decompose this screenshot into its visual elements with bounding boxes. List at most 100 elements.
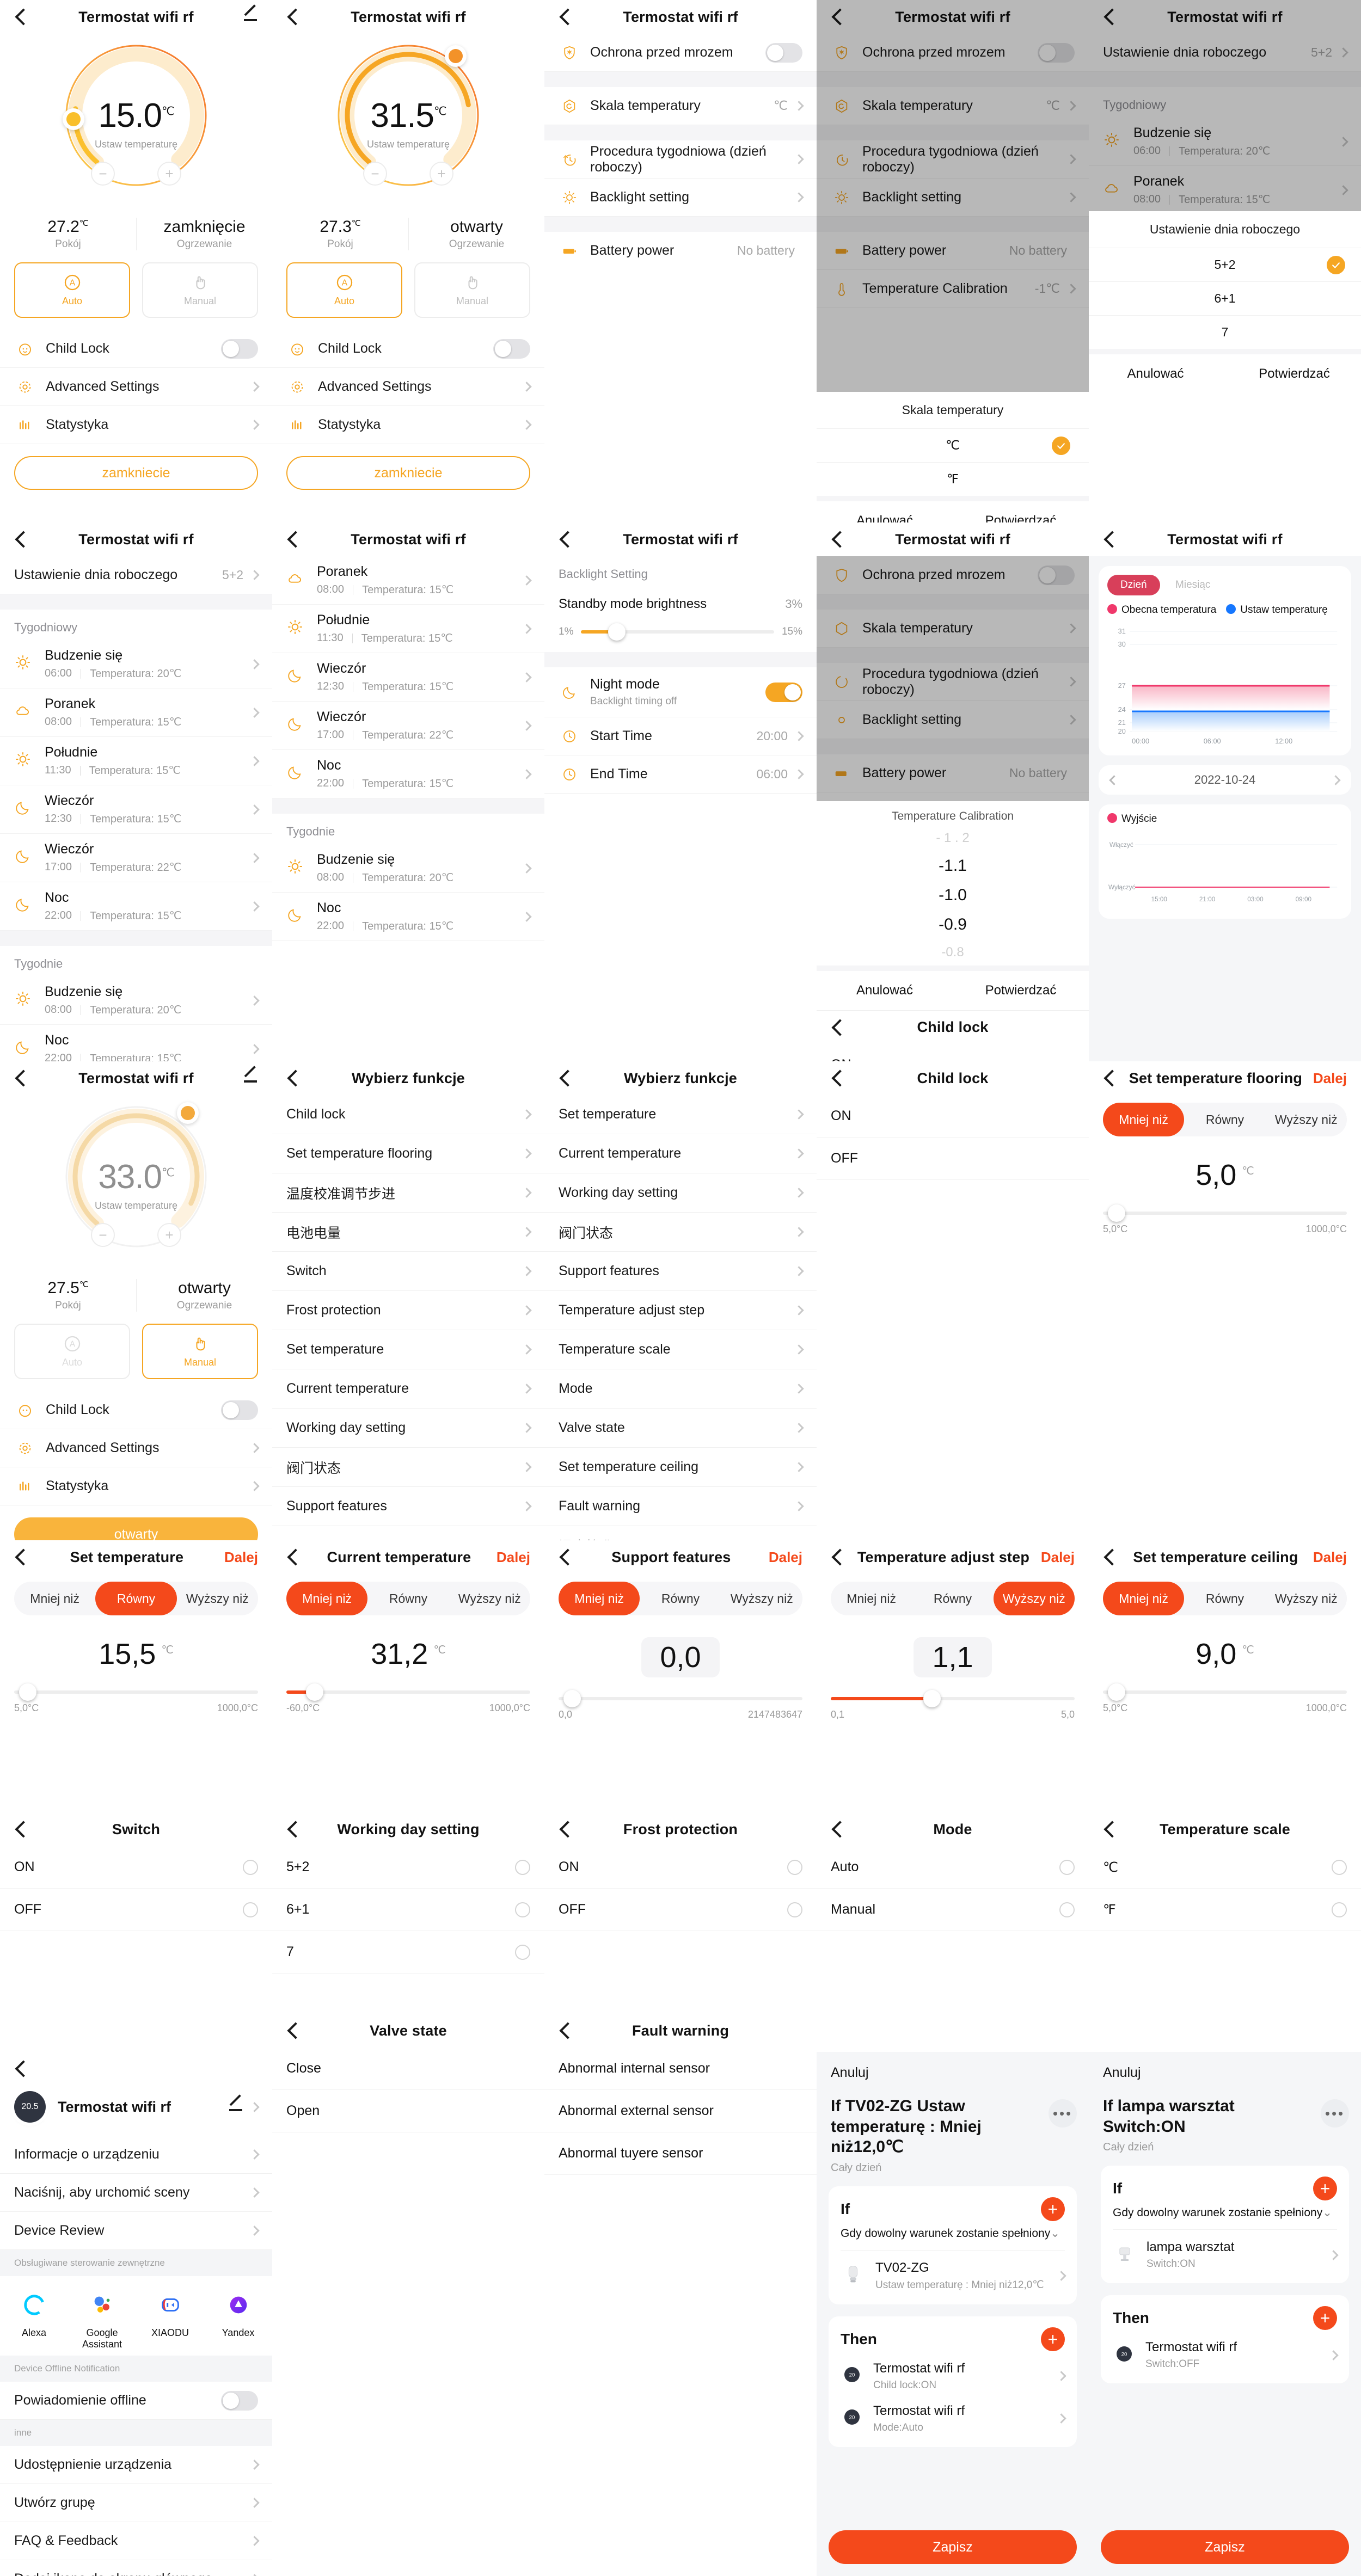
schedule-item[interactable]: Południe 11:30 Temperatura: 15℃ <box>272 605 544 653</box>
row-faq[interactable]: FAQ & Feedback <box>0 2522 272 2560</box>
mode-manual[interactable]: Manual <box>142 262 258 318</box>
plus-icon[interactable]: + <box>1313 2177 1337 2200</box>
action-row[interactable]: 20 Termostat wifi rf Switch:OFF <box>1113 2330 1339 2372</box>
brand-google-assistant[interactable]: Google Assistant <box>68 2288 136 2350</box>
row-start-time[interactable]: Start Time 20:00 <box>544 717 817 755</box>
cancel-button[interactable]: Anulować <box>1127 366 1184 381</box>
function-row[interactable]: Support features <box>544 1252 817 1291</box>
option-celsius[interactable]: ℃ <box>1089 1846 1361 1889</box>
option-5plus2[interactable]: 5+2 <box>1089 248 1361 281</box>
option-off[interactable]: OFF <box>544 1889 817 1931</box>
comparator-equal[interactable]: Równy <box>661 1591 700 1606</box>
schedule-item[interactable]: Wieczór 17:00 Temperatura: 22℃ <box>0 834 272 882</box>
child-lock-toggle[interactable] <box>221 1400 258 1420</box>
schedule-item[interactable]: Noc 22:00 Temperatura: 15℃ <box>0 882 272 931</box>
option-internal-sensor[interactable]: Abnormal internal sensor <box>544 2048 817 2090</box>
row-frost-protection[interactable]: Ochrona przed mrozem <box>817 34 1089 72</box>
row-create-group[interactable]: Utwórz grupę <box>0 2484 272 2522</box>
picker-value[interactable]: -0.9 <box>939 915 967 933</box>
option-off[interactable]: OFF <box>817 1138 1089 1180</box>
comparator-less[interactable]: Mniej niż <box>1103 1582 1185 1615</box>
row-advanced-settings[interactable]: Advanced Settings <box>272 368 544 406</box>
function-row[interactable]: Support features <box>272 1487 544 1526</box>
confirm-button[interactable]: Potwierdzać <box>985 513 1057 522</box>
increase-button[interactable]: + <box>430 162 453 186</box>
function-row[interactable]: Mode <box>544 1369 817 1409</box>
row-child-lock[interactable]: Child Lock <box>0 330 272 368</box>
mode-auto[interactable]: A Auto <box>14 262 130 318</box>
value-slider[interactable] <box>1103 1204 1347 1222</box>
radio-icon[interactable] <box>515 1859 530 1875</box>
row-temperature-scale[interactable]: Skala temperatury ℃ <box>544 87 817 125</box>
radio-icon[interactable] <box>515 1944 530 1960</box>
tab-month[interactable]: Miesiąc <box>1175 579 1211 591</box>
function-row[interactable]: Fault warning <box>544 1487 817 1526</box>
brand-xiaodu[interactable]: XIAODU <box>136 2288 204 2350</box>
mode-manual[interactable]: Manual <box>142 1324 258 1379</box>
function-row[interactable]: Valve state <box>544 1409 817 1448</box>
comparator-equal[interactable]: Równy <box>389 1591 428 1606</box>
function-row[interactable]: Switch <box>272 1252 544 1291</box>
option-tuyere-sensor[interactable]: Abnormal tuyere sensor <box>544 2132 817 2175</box>
row-temperature-calibration[interactable]: Temperature Calibration -1℃ <box>817 270 1089 308</box>
comparator-less[interactable]: Mniej niż <box>286 1582 368 1615</box>
plus-icon[interactable]: + <box>1313 2306 1337 2330</box>
mode-auto[interactable]: A Auto <box>14 1324 130 1379</box>
frost-protection-toggle[interactable] <box>765 42 802 63</box>
function-row[interactable]: Working day setting <box>544 1173 817 1213</box>
next-day-icon[interactable] <box>1331 774 1341 785</box>
brand-yandex[interactable]: Yandex <box>204 2288 272 2350</box>
picker-value[interactable]: -1.1 <box>939 857 967 875</box>
option-celsius[interactable]: ℃ <box>817 428 1089 462</box>
option-6plus1[interactable]: 6+1 <box>272 1889 544 1931</box>
function-row[interactable]: Set temperature <box>272 1330 544 1369</box>
plus-icon[interactable]: + <box>1041 2327 1065 2351</box>
row-statistics[interactable]: Statystyka <box>0 406 272 444</box>
pencil-icon[interactable] <box>228 2099 243 2114</box>
save-button[interactable]: Zapisz <box>1101 2530 1349 2564</box>
row-frost-protection[interactable]: Ochrona przed mrozem <box>544 34 817 72</box>
comparator-greater[interactable]: Wyższy niż <box>993 1582 1075 1615</box>
row-device-review[interactable]: Device Review <box>0 2212 272 2250</box>
option-auto[interactable]: Auto <box>817 1846 1089 1889</box>
action-row[interactable]: 20 Termostat wifi rf Child lock:ON <box>841 2351 1066 2394</box>
decrease-button[interactable]: − <box>91 1223 115 1247</box>
option-external-sensor[interactable]: Abnormal external sensor <box>544 2090 817 2132</box>
row-share-device[interactable]: Udostępnienie urządzenia <box>0 2446 272 2484</box>
brightness-slider[interactable] <box>581 623 774 641</box>
schedule-item[interactable]: Wieczór 12:30 Temperatura: 15℃ <box>0 785 272 834</box>
row-workday-setting[interactable]: Ustawienie dnia roboczego 5+2 <box>0 556 272 594</box>
row-backlight-setting[interactable]: Backlight setting <box>817 179 1089 217</box>
tab-day[interactable]: Dzień <box>1107 575 1160 595</box>
option-7[interactable]: 7 <box>1089 315 1361 349</box>
row-end-time[interactable]: End Time 06:00 <box>544 755 817 794</box>
next-button[interactable]: Dalej <box>1313 1069 1347 1086</box>
picker-value-selected[interactable]: -1.0 <box>939 886 967 904</box>
more-dots-icon[interactable]: ••• <box>1049 2099 1077 2128</box>
function-row[interactable]: Working day setting <box>272 1409 544 1448</box>
comparator-equal[interactable]: Równy <box>1205 1591 1244 1606</box>
function-row[interactable]: Child lock <box>272 1095 544 1134</box>
option-close[interactable]: Close <box>272 2048 544 2090</box>
row-add-home-screen[interactable]: Dodaj ikonę do ekranu głównego <box>0 2560 272 2576</box>
picker-values[interactable]: - 1 . 2 -1.1 -1.0 -0.9 -0.8 <box>817 825 1089 966</box>
comparator-greater[interactable]: Wyższy niż <box>1274 1591 1338 1606</box>
row-advanced-settings[interactable]: Advanced Settings <box>0 1429 272 1467</box>
condition-row[interactable]: lampa warsztat Switch:ON <box>1113 2230 1339 2272</box>
device-header[interactable]: 20.5 Termostat wifi rf <box>0 2086 272 2136</box>
comparator-equal[interactable]: Równy <box>1205 1112 1244 1127</box>
open-button[interactable]: otwarty <box>14 1517 258 1540</box>
value-slider[interactable] <box>286 1683 530 1701</box>
row-offline-notification[interactable]: Powiadomienie offline <box>0 2382 272 2420</box>
comparator-less[interactable]: Mniej niż <box>30 1591 80 1606</box>
radio-icon[interactable] <box>787 1902 802 1917</box>
picker-value[interactable]: -0.8 <box>941 945 964 960</box>
radio-icon[interactable] <box>1059 1859 1075 1875</box>
row-backlight-setting[interactable]: Backlight setting <box>817 701 1089 739</box>
value-slider[interactable] <box>559 1690 802 1707</box>
function-row[interactable]: Frost protection <box>272 1291 544 1330</box>
schedule-item[interactable]: Poranek 08:00 Temperatura: 15℃ <box>272 556 544 605</box>
comparator-greater[interactable]: Wyższy niż <box>186 1591 249 1606</box>
cancel-button[interactable]: Anulować <box>856 513 914 522</box>
frost-protection-toggle[interactable] <box>1038 565 1075 585</box>
